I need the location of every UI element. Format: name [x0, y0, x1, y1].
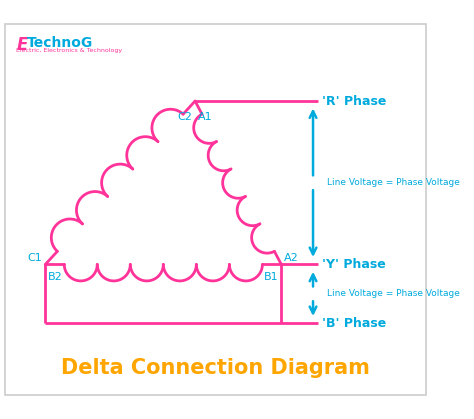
- Text: Delta Connection Diagram: Delta Connection Diagram: [61, 358, 369, 378]
- Text: C1: C1: [27, 253, 42, 263]
- Text: E: E: [16, 36, 27, 54]
- Text: Line Voltage = Phase Voltage: Line Voltage = Phase Voltage: [327, 178, 459, 187]
- FancyBboxPatch shape: [5, 24, 426, 395]
- Text: A2: A2: [284, 253, 299, 263]
- Text: 'Y' Phase: 'Y' Phase: [322, 258, 386, 271]
- Text: A1: A1: [198, 112, 212, 122]
- Text: Electric, Electronics & Technology: Electric, Electronics & Technology: [16, 49, 122, 54]
- Text: TechnoG: TechnoG: [27, 36, 93, 50]
- Text: 'B' Phase: 'B' Phase: [322, 317, 386, 330]
- Text: C2: C2: [177, 112, 192, 122]
- Text: 'R' Phase: 'R' Phase: [322, 95, 386, 108]
- Text: Line Voltage = Phase Voltage: Line Voltage = Phase Voltage: [327, 290, 459, 298]
- Text: B2: B2: [48, 272, 63, 282]
- Text: B1: B1: [264, 272, 279, 282]
